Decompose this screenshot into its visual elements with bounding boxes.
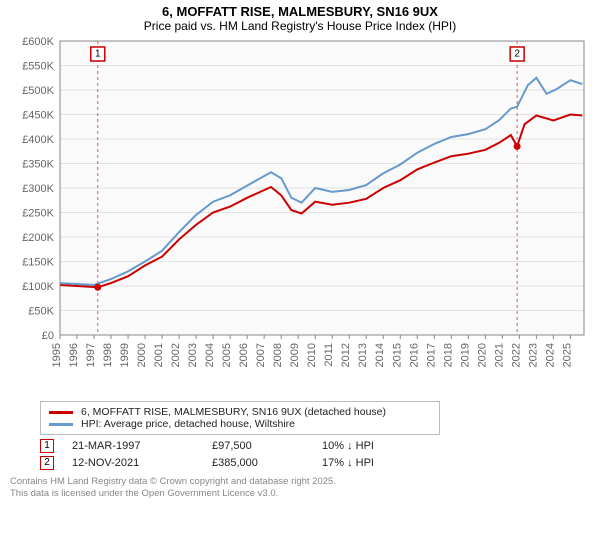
sale-annotations: 1 21-MAR-1997 £97,500 10% ↓ HPI 2 12-NOV… — [40, 439, 590, 470]
svg-text:2025: 2025 — [561, 343, 573, 367]
svg-text:2024: 2024 — [544, 343, 556, 367]
svg-text:£100K: £100K — [22, 281, 54, 293]
svg-text:£600K: £600K — [22, 36, 54, 48]
svg-text:2012: 2012 — [340, 343, 352, 367]
legend-label-hpi: HPI: Average price, detached house, Wilt… — [81, 418, 295, 430]
svg-text:£400K: £400K — [22, 134, 54, 146]
svg-text:2001: 2001 — [153, 343, 165, 367]
legend-row-price-paid: 6, MOFFATT RISE, MALMESBURY, SN16 9UX (d… — [49, 406, 431, 418]
annotation-marker-2: 2 — [40, 456, 54, 470]
svg-text:2015: 2015 — [391, 343, 403, 367]
svg-text:2011: 2011 — [323, 343, 335, 367]
svg-text:1996: 1996 — [68, 343, 80, 367]
chart-title-line1: 6, MOFFATT RISE, MALMESBURY, SN16 9UX — [0, 4, 600, 19]
line-chart: £0 £50K £100K £150K £200K £250K £300K £350K £400… — [10, 35, 590, 395]
svg-text:2021: 2021 — [493, 343, 505, 367]
legend-label-price-paid: 6, MOFFATT RISE, MALMESBURY, SN16 9UX (d… — [81, 406, 386, 418]
annotation-delta-2: 17% ↓ HPI — [322, 457, 374, 469]
svg-text:1: 1 — [95, 49, 101, 60]
svg-text:£200K: £200K — [22, 232, 54, 244]
svg-text:2000: 2000 — [136, 343, 148, 367]
legend-swatch-price-paid — [49, 411, 73, 414]
svg-text:£550K: £550K — [22, 61, 54, 73]
svg-text:2023: 2023 — [527, 343, 539, 367]
chart-title-block: 6, MOFFATT RISE, MALMESBURY, SN16 9UX Pr… — [0, 0, 600, 35]
svg-text:£300K: £300K — [22, 183, 54, 195]
svg-text:2003: 2003 — [187, 343, 199, 367]
attribution-line1: Contains HM Land Registry data © Crown c… — [10, 476, 590, 488]
svg-text:2022: 2022 — [510, 343, 522, 367]
svg-text:£50K: £50K — [28, 306, 54, 318]
svg-text:1998: 1998 — [102, 343, 114, 367]
svg-text:£450K: £450K — [22, 110, 54, 122]
svg-text:2007: 2007 — [255, 343, 267, 367]
svg-text:1999: 1999 — [119, 343, 131, 367]
svg-text:£350K: £350K — [22, 159, 54, 171]
annotation-price-1: £97,500 — [212, 440, 322, 452]
svg-text:2020: 2020 — [476, 343, 488, 367]
annotation-date-2: 12-NOV-2021 — [72, 457, 212, 469]
chart-legend: 6, MOFFATT RISE, MALMESBURY, SN16 9UX (d… — [40, 401, 440, 435]
svg-text:2018: 2018 — [442, 343, 454, 367]
svg-text:2019: 2019 — [459, 343, 471, 367]
svg-text:1995: 1995 — [51, 343, 63, 367]
svg-text:2013: 2013 — [357, 343, 369, 367]
svg-text:2002: 2002 — [170, 343, 182, 367]
attribution-line2: This data is licensed under the Open Gov… — [10, 488, 590, 500]
svg-text:2016: 2016 — [408, 343, 420, 367]
svg-text:£500K: £500K — [22, 85, 54, 97]
svg-text:2005: 2005 — [221, 343, 233, 367]
svg-text:£0: £0 — [42, 330, 54, 342]
svg-text:£150K: £150K — [22, 257, 54, 269]
svg-text:2006: 2006 — [238, 343, 250, 367]
svg-text:2004: 2004 — [204, 343, 216, 367]
annotation-price-2: £385,000 — [212, 457, 322, 469]
attribution-text: Contains HM Land Registry data © Crown c… — [10, 476, 590, 501]
svg-text:2009: 2009 — [289, 343, 301, 367]
annotation-row-1: 1 21-MAR-1997 £97,500 10% ↓ HPI — [40, 439, 590, 453]
svg-text:2010: 2010 — [306, 343, 318, 367]
chart-title-line2: Price paid vs. HM Land Registry's House … — [0, 19, 600, 33]
annotation-delta-1: 10% ↓ HPI — [322, 440, 374, 452]
svg-text:2008: 2008 — [272, 343, 284, 367]
annotation-date-1: 21-MAR-1997 — [72, 440, 212, 452]
annotation-row-2: 2 12-NOV-2021 £385,000 17% ↓ HPI — [40, 456, 590, 470]
annotation-marker-1: 1 — [40, 439, 54, 453]
svg-text:1997: 1997 — [85, 343, 97, 367]
legend-row-hpi: HPI: Average price, detached house, Wilt… — [49, 418, 431, 430]
svg-text:£250K: £250K — [22, 208, 54, 220]
legend-swatch-hpi — [49, 423, 73, 426]
chart-svg: £0 £50K £100K £150K £200K £250K £300K £350K £400… — [10, 35, 590, 395]
svg-text:2014: 2014 — [374, 343, 386, 367]
svg-text:2017: 2017 — [425, 343, 437, 367]
svg-text:2: 2 — [514, 49, 520, 60]
